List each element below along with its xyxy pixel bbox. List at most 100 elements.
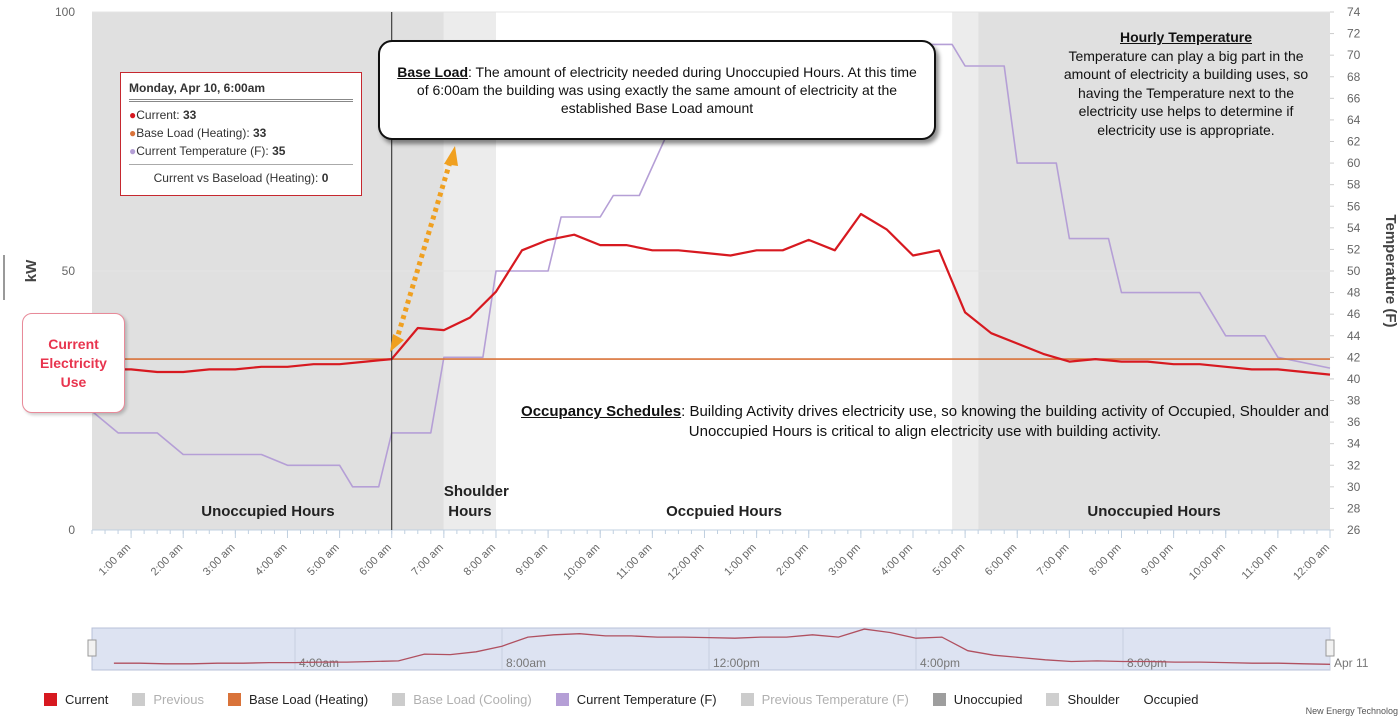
x-tick-label: 5:00 pm: [931, 542, 968, 579]
y2-tick-label: 58: [1347, 178, 1361, 192]
callout-body: : The amount of electricity needed durin…: [416, 64, 917, 116]
tooltip-dot: ●: [129, 126, 137, 140]
series-line: [105, 212, 1331, 376]
legend-swatch: [44, 693, 57, 706]
y2-tick-label: 52: [1347, 242, 1361, 256]
y2-tick-label: 74: [1347, 5, 1361, 19]
zone-label: Occpuied Hours: [666, 503, 782, 520]
legend-item: Shoulder: [1046, 692, 1120, 707]
legend-item: Previous: [132, 692, 204, 707]
navigator-tick-label: 12:00pm: [713, 656, 760, 670]
x-tick-label: 10:00 pm: [1187, 542, 1228, 583]
x-tick-label: 12:00 pm: [666, 542, 707, 583]
x-tick-label: 1:00 pm: [722, 542, 759, 579]
legend-item: Occupied: [1144, 692, 1199, 707]
legend-label: Unoccupied: [953, 692, 1023, 707]
y2-tick-label: 48: [1347, 286, 1361, 300]
legend-label: Current: [65, 692, 109, 707]
x-tick-label: 6:00 am: [357, 542, 394, 579]
current-label: Current Electricity Use: [22, 313, 125, 413]
tooltip-label: Current:: [136, 108, 180, 122]
navigator-line: [113, 628, 1331, 665]
y-tick-label: 0: [68, 523, 75, 537]
y2-tick-label: 66: [1347, 91, 1361, 105]
x-tick-label: 5:00 am: [305, 542, 342, 579]
legend-swatch: [1046, 693, 1060, 706]
legend-swatch: [740, 693, 754, 706]
tooltip-value: 33: [253, 126, 267, 140]
legend-item: Current: [44, 692, 108, 707]
legend-swatch: [227, 693, 241, 706]
arrow-tail: [390, 334, 404, 352]
tooltip-label: Base Load (Heating):: [136, 126, 250, 140]
y2-tick-label: 54: [1347, 221, 1361, 235]
legend-item: Base Load (Cooling): [392, 692, 532, 707]
x-tick-label: 12:00 am: [1291, 542, 1332, 583]
y2-tick-label: 38: [1347, 394, 1361, 408]
tooltip-dot: ●: [129, 144, 137, 158]
annotation-term: Occupancy Schedules: [521, 403, 682, 420]
callout-term: Base Load: [397, 64, 469, 80]
y2-tick-label: 56: [1347, 199, 1361, 213]
y2-tick-label: 46: [1347, 307, 1361, 321]
x-tick-label: 9:00 pm: [1139, 542, 1176, 579]
footer: New Energy Technolog: [1305, 706, 1398, 716]
y2-tick-label: 26: [1347, 523, 1361, 537]
y2-tick-label: 44: [1347, 329, 1361, 343]
tooltip: Monday, Apr 10, 6:00am ●Current: 33 ●Base …: [120, 72, 362, 196]
x-tick-label: 3:00 pm: [826, 542, 863, 579]
legend-label: Occupied: [1143, 692, 1199, 707]
y2-tick-label: 64: [1347, 113, 1361, 127]
x-tick-label: 8:00 pm: [1087, 542, 1124, 579]
x-tick-label: 10:00 am: [561, 542, 602, 583]
x-tick-label: 4:00 pm: [879, 542, 916, 579]
callout-text: Base Load: The amount of electricity nee…: [396, 63, 918, 117]
legend-label: Previous: [153, 692, 204, 707]
tooltip-row: ●Current Temperature (F): 35: [129, 142, 353, 160]
zone-label: Unoccupied Hours: [201, 503, 335, 520]
legend-swatch: [132, 693, 146, 706]
tooltip-title: Monday, Apr 10, 6:00am: [129, 81, 353, 102]
navigator-tick-label: 8:00am: [506, 656, 546, 670]
y2-tick-label: 42: [1347, 350, 1361, 364]
y2-tick-label: 60: [1347, 156, 1361, 170]
tooltip-value: 35: [272, 144, 286, 158]
y2-tick-label: 32: [1347, 458, 1361, 472]
legend-item: Previous Temperature (F): [740, 692, 909, 707]
navigator-tick-label: Apr 11: [1334, 656, 1369, 670]
y2-tick-label: 34: [1347, 437, 1361, 451]
tooltip-label: Current Temperature (F):: [136, 144, 269, 158]
y2-tick-label: 36: [1347, 415, 1361, 429]
y-tick-label: 100: [55, 5, 75, 19]
navigator-handle: [87, 639, 97, 657]
legend-label: Base Load (Cooling): [413, 692, 532, 707]
legend-swatch: [392, 693, 406, 706]
tooltip-label: Current vs Baseload (Heating):: [153, 171, 319, 185]
annotation-head: Hourly Temperature: [1058, 28, 1314, 47]
legend-label: Base Load (Heating): [248, 692, 369, 707]
legend-swatch: [555, 693, 569, 706]
tooltip-value: 0: [321, 171, 329, 185]
x-tick-label: 3:00 am: [201, 542, 238, 579]
tooltip-summary: Current vs Baseload (Heating): 0: [129, 164, 353, 187]
legend-swatch: [932, 693, 946, 706]
x-tick-label: 11:00 am: [614, 542, 654, 582]
annotation-body: Temperature can play a big part in the a…: [1063, 47, 1309, 138]
navigator-tick-label: 4:00pm: [920, 656, 960, 670]
y2-tick-label: 30: [1347, 480, 1361, 494]
x-tick-label: 11:00 pm: [1240, 542, 1280, 582]
y2-tick-label: 28: [1347, 501, 1361, 515]
y-axis-title: kW: [23, 259, 40, 282]
navigator-handle: [1325, 639, 1335, 657]
zone-label: Unoccupied Hours: [1087, 503, 1221, 520]
x-tick-label: 7:00 am: [409, 542, 446, 579]
y2-tick-label: 68: [1347, 70, 1361, 84]
navigator-tick-label: 4:00am: [299, 656, 339, 670]
x-tick-label: 2:00 am: [149, 542, 186, 579]
tooltip-row: ●Base Load (Heating): 33: [129, 124, 353, 142]
x-tick-label: 6:00 pm: [983, 542, 1020, 579]
x-tick-label: 7:00 pm: [1035, 542, 1072, 579]
arrow-head: [444, 146, 458, 166]
